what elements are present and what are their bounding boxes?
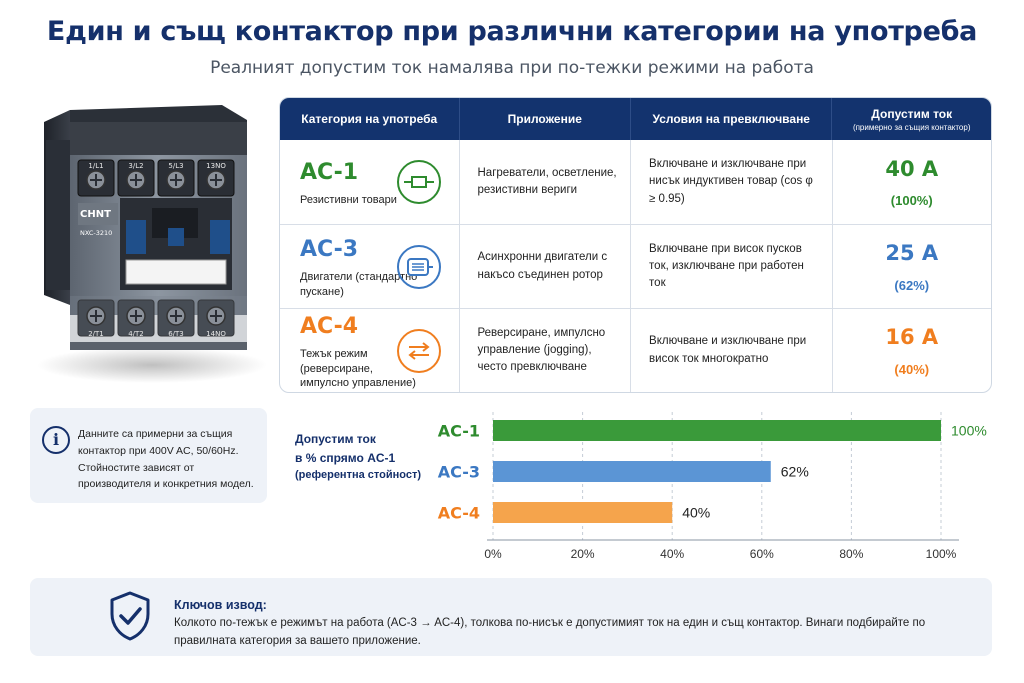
terminal-label: 2/T1 <box>88 330 104 338</box>
info-note: i Данните са примерни за същия контактор… <box>30 408 267 503</box>
application-cell: Нагреватели, осветление, резистивни вери… <box>460 140 632 224</box>
reverse-arrows-icon <box>396 328 441 373</box>
header-current: Допустим ток (примерно за същия контакто… <box>852 106 971 132</box>
terminal-label: 3/L2 <box>128 162 143 170</box>
current-cell: 16 A (40%) <box>833 309 992 392</box>
contactor-image: 1/L1 3/L2 5/L3 13NO CHNT NXC-3210 <box>22 100 272 390</box>
key-title: Ключов извод: <box>174 598 267 612</box>
bar-category-label: AC-4 <box>438 504 480 523</box>
info-note-text: Данните са примерни за същия контактор п… <box>78 428 254 491</box>
table-header: Категория на употреба Приложение Условия… <box>280 98 991 140</box>
conditions-cell: Включване и изключване при нисък индукти… <box>631 140 833 224</box>
x-tick-label: 80% <box>839 547 863 561</box>
current-percent: (100%) <box>890 193 933 208</box>
info-icon: i <box>42 426 70 454</box>
header-category: Категория на употреба <box>280 98 460 140</box>
category-code: AC-4 <box>300 313 359 339</box>
conditions-cell: Включване и изключване при висок ток мно… <box>631 309 833 392</box>
conditions-cell: Включване при висок пусков ток, изключва… <box>631 225 833 308</box>
x-tick-label: 20% <box>571 547 595 561</box>
terminal-label: 4/T2 <box>128 330 144 338</box>
contactor-illustration: 1/L1 3/L2 5/L3 13NO CHNT NXC-3210 <box>37 105 267 383</box>
model-label: NXC-3210 <box>80 229 112 237</box>
key-text: Колкото по-тежък е режимът на работа (AC… <box>174 617 926 647</box>
bar-value-label: 62% <box>781 464 809 480</box>
application-cell: Асинхронни двигатели с накъсо съединен р… <box>460 225 632 308</box>
category-desc: Резистивни товари <box>300 194 397 207</box>
table-row: AC-4 Тежък режим (реверсиране, импулсно … <box>280 308 991 392</box>
terminal-label: 13NO <box>206 162 226 170</box>
current-percent: (62%) <box>894 277 930 293</box>
category-desc: Двигатели (стандартно пускане) <box>300 271 418 298</box>
x-tick-label: 60% <box>750 547 774 561</box>
page-subtitle: Реалният допустим ток намалява при по-те… <box>210 58 814 78</box>
bar-value-label: 100% <box>951 423 987 439</box>
category-desc: Тежък режим (реверсиране, импулсно управ… <box>300 347 416 390</box>
category-cell: AC-1 Резистивни товари <box>280 140 460 224</box>
current-percent-chart: 0% 20% 40% 60% 80% 100% AC-1 100% AC-3 62% AC-4 40% <box>430 410 1000 570</box>
category-code: AC-1 <box>300 160 359 186</box>
x-tick-label: 40% <box>660 547 684 561</box>
chart-label-line: (референтна стойност) <box>295 469 422 482</box>
terminal-label: 14NO <box>206 330 226 338</box>
usage-category-table: Категория на употреба Приложение Условия… <box>279 97 992 393</box>
header-application: Приложение <box>460 98 632 140</box>
bar <box>493 502 673 523</box>
shield-check-icon <box>108 590 152 642</box>
bar <box>493 420 941 441</box>
header-conditions: Условия на превключване <box>631 98 833 140</box>
bar <box>493 461 771 482</box>
key-takeaway: Ключов извод: Колкото по-тежък е режимът… <box>30 578 992 656</box>
bar-category-label: AC-1 <box>438 422 480 441</box>
current-cell: 25 A (62%) <box>833 225 992 308</box>
bar-value-label: 40% <box>682 505 710 521</box>
current-value: 40 A <box>885 156 939 181</box>
current-value: 25 A <box>885 241 939 265</box>
bar-chart-svg: 0% 20% 40% 60% 80% 100% AC-1 100% AC-3 62% AC-4 40% <box>438 412 987 561</box>
page-title: Един и същ контактор при различни катего… <box>46 16 978 47</box>
bar-category-label: AC-3 <box>438 463 480 482</box>
brand-logo: CHNT <box>80 209 111 220</box>
current-cell: 40 A (100%) <box>833 140 992 224</box>
table-row: AC-3 Двигатели (стандартно пускане) Асин… <box>280 224 991 308</box>
chart-label-line: Допустим ток <box>295 432 376 446</box>
category-code: AC-3 <box>300 237 359 263</box>
x-tick-label: 0% <box>484 547 502 561</box>
chart-label-line: в % спрямо AC-1 <box>295 450 396 465</box>
terminal-label: 5/L3 <box>168 162 183 170</box>
terminal-label: 1/L1 <box>88 162 103 170</box>
x-tick-label: 100% <box>926 547 957 561</box>
resistor-icon <box>396 160 441 204</box>
terminal-label: 6/T3 <box>168 330 184 338</box>
table-row: AC-1 Резистивни товари Нагреватели, осве… <box>280 140 991 224</box>
category-cell: AC-4 Тежък режим (реверсиране, импулсно … <box>280 309 460 392</box>
chart-label: Допустим ток в % спрямо AC-1 (референтна… <box>295 430 445 484</box>
motor-icon <box>396 244 441 289</box>
current-percent: (40%) <box>894 361 930 377</box>
current-value: 16 A <box>885 325 939 349</box>
application-cell: Реверсиране, импулсно управление (joggin… <box>460 309 632 392</box>
category-cell: AC-3 Двигатели (стандартно пускане) <box>280 225 460 308</box>
